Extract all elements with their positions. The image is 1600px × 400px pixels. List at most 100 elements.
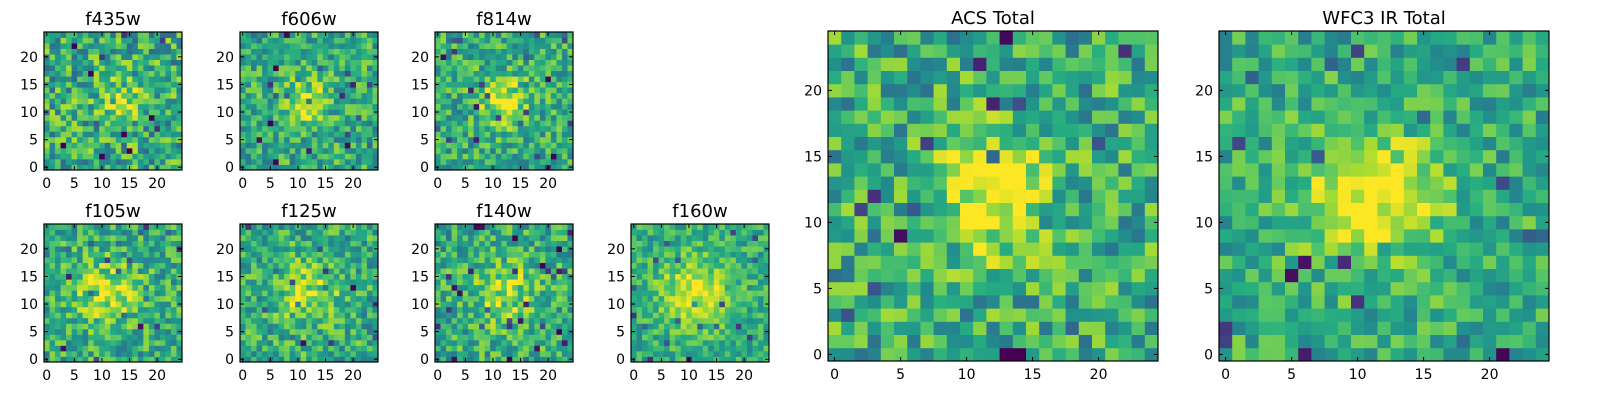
- heatmap-cell: [77, 70, 84, 77]
- heatmap-cell: [154, 120, 161, 127]
- heatmap-cell: [289, 240, 296, 247]
- heatmap-cell: [137, 59, 144, 66]
- heatmap-cell: [82, 317, 89, 324]
- heatmap-cell: [60, 279, 67, 286]
- heatmap-cell: [534, 273, 541, 280]
- heatmap-cell: [653, 273, 659, 280]
- heatmap-cell: [490, 246, 497, 252]
- heatmap-cell: [372, 306, 379, 313]
- heatmap-cell: [907, 202, 921, 217]
- heatmap-cell: [306, 257, 313, 264]
- heatmap-cell: [154, 136, 161, 143]
- heatmap-cell: [907, 281, 921, 296]
- heatmap-cell: [148, 87, 155, 94]
- heatmap-cell: [680, 345, 687, 352]
- heatmap-cell: [278, 356, 285, 363]
- heatmap-cell: [986, 242, 1000, 256]
- heatmap-cell: [517, 153, 524, 160]
- heatmap-cell: [528, 103, 535, 110]
- heatmap-cell: [372, 43, 379, 49]
- heatmap-cell: [251, 262, 257, 269]
- heatmap-cell: [1026, 347, 1040, 362]
- heatmap-cell: [71, 81, 78, 88]
- heatmap-cell: [132, 114, 139, 121]
- x-tick-label: 20: [344, 368, 362, 384]
- heatmap-cell: [746, 356, 753, 363]
- heatmap-cell: [350, 81, 357, 88]
- heatmap-cell: [495, 235, 502, 241]
- heatmap-cell: [495, 120, 502, 127]
- heatmap-cell: [495, 350, 502, 357]
- heatmap-cell: [534, 268, 541, 275]
- heatmap-cell: [506, 224, 513, 230]
- heatmap-cell: [763, 306, 770, 313]
- heatmap-cell: [1012, 229, 1027, 243]
- heatmap-cell: [99, 158, 106, 165]
- heatmap-cell: [71, 76, 78, 83]
- heatmap-cell: [457, 345, 463, 352]
- heatmap-cell: [137, 125, 144, 132]
- heatmap-cell: [104, 306, 111, 313]
- heatmap-cell: [440, 114, 447, 121]
- heatmap-cell: [82, 76, 89, 83]
- heatmap-cell: [545, 317, 552, 324]
- heatmap-cell: [702, 334, 709, 341]
- heatmap-cell: [741, 295, 748, 302]
- x-tick-label: 15: [317, 368, 335, 384]
- heatmap-cell: [44, 334, 50, 341]
- heatmap-cell: [713, 334, 720, 341]
- heatmap-cell: [44, 158, 50, 165]
- heatmap-cell: [245, 290, 252, 297]
- heatmap-cell: [440, 257, 447, 264]
- heatmap-cell: [446, 136, 452, 143]
- heatmap-cell: [517, 284, 524, 291]
- heatmap-cell: [355, 136, 362, 143]
- heatmap-cell: [473, 334, 480, 341]
- heatmap-cell: [44, 120, 50, 127]
- heatmap-cell: [867, 308, 882, 322]
- y-tick-label: 5: [420, 133, 429, 149]
- heatmap-cell: [284, 306, 291, 313]
- heatmap-cell: [159, 312, 166, 319]
- heatmap-cell: [262, 158, 268, 165]
- heatmap-cell: [273, 279, 280, 286]
- heatmap-cell: [251, 290, 257, 297]
- heatmap-cell: [159, 87, 166, 94]
- heatmap-cell: [267, 109, 274, 116]
- heatmap-cell: [506, 301, 513, 308]
- heatmap-cell: [752, 334, 759, 341]
- heatmap-cell: [933, 229, 948, 243]
- heatmap-cell: [82, 229, 89, 236]
- heatmap-cell: [675, 224, 682, 230]
- heatmap-cell: [77, 76, 84, 83]
- heatmap-cell: [468, 92, 475, 99]
- heatmap-cell: [545, 147, 552, 154]
- heatmap-cell: [284, 164, 291, 171]
- x-tick-label: 0: [42, 176, 51, 192]
- heatmap-cell: [256, 81, 263, 88]
- heatmap-cell: [126, 87, 133, 94]
- heatmap-cell: [273, 32, 280, 38]
- heatmap-cell: [719, 345, 726, 352]
- heatmap-cell: [435, 70, 441, 77]
- heatmap-cell: [894, 229, 908, 243]
- heatmap-cell: [344, 109, 351, 116]
- heatmap-cell: [245, 235, 252, 241]
- heatmap-cell: [435, 65, 441, 72]
- heatmap-cell: [440, 262, 447, 269]
- heatmap-cell: [273, 339, 280, 346]
- heatmap-cell: [289, 153, 296, 160]
- heatmap-cell: [708, 312, 715, 319]
- heatmap-cell: [154, 284, 161, 291]
- heatmap-cell: [256, 268, 263, 275]
- heatmap-cell: [435, 120, 441, 127]
- heatmap-cell: [539, 147, 546, 154]
- heatmap-cell: [99, 98, 106, 105]
- heatmap-cell: [317, 246, 324, 252]
- heatmap-cell: [121, 235, 128, 241]
- heatmap-cell: [468, 235, 475, 241]
- heatmap-cell: [77, 81, 84, 88]
- heatmap-cell: [484, 251, 491, 258]
- heatmap-cell: [93, 131, 100, 138]
- heatmap-cell: [539, 262, 546, 269]
